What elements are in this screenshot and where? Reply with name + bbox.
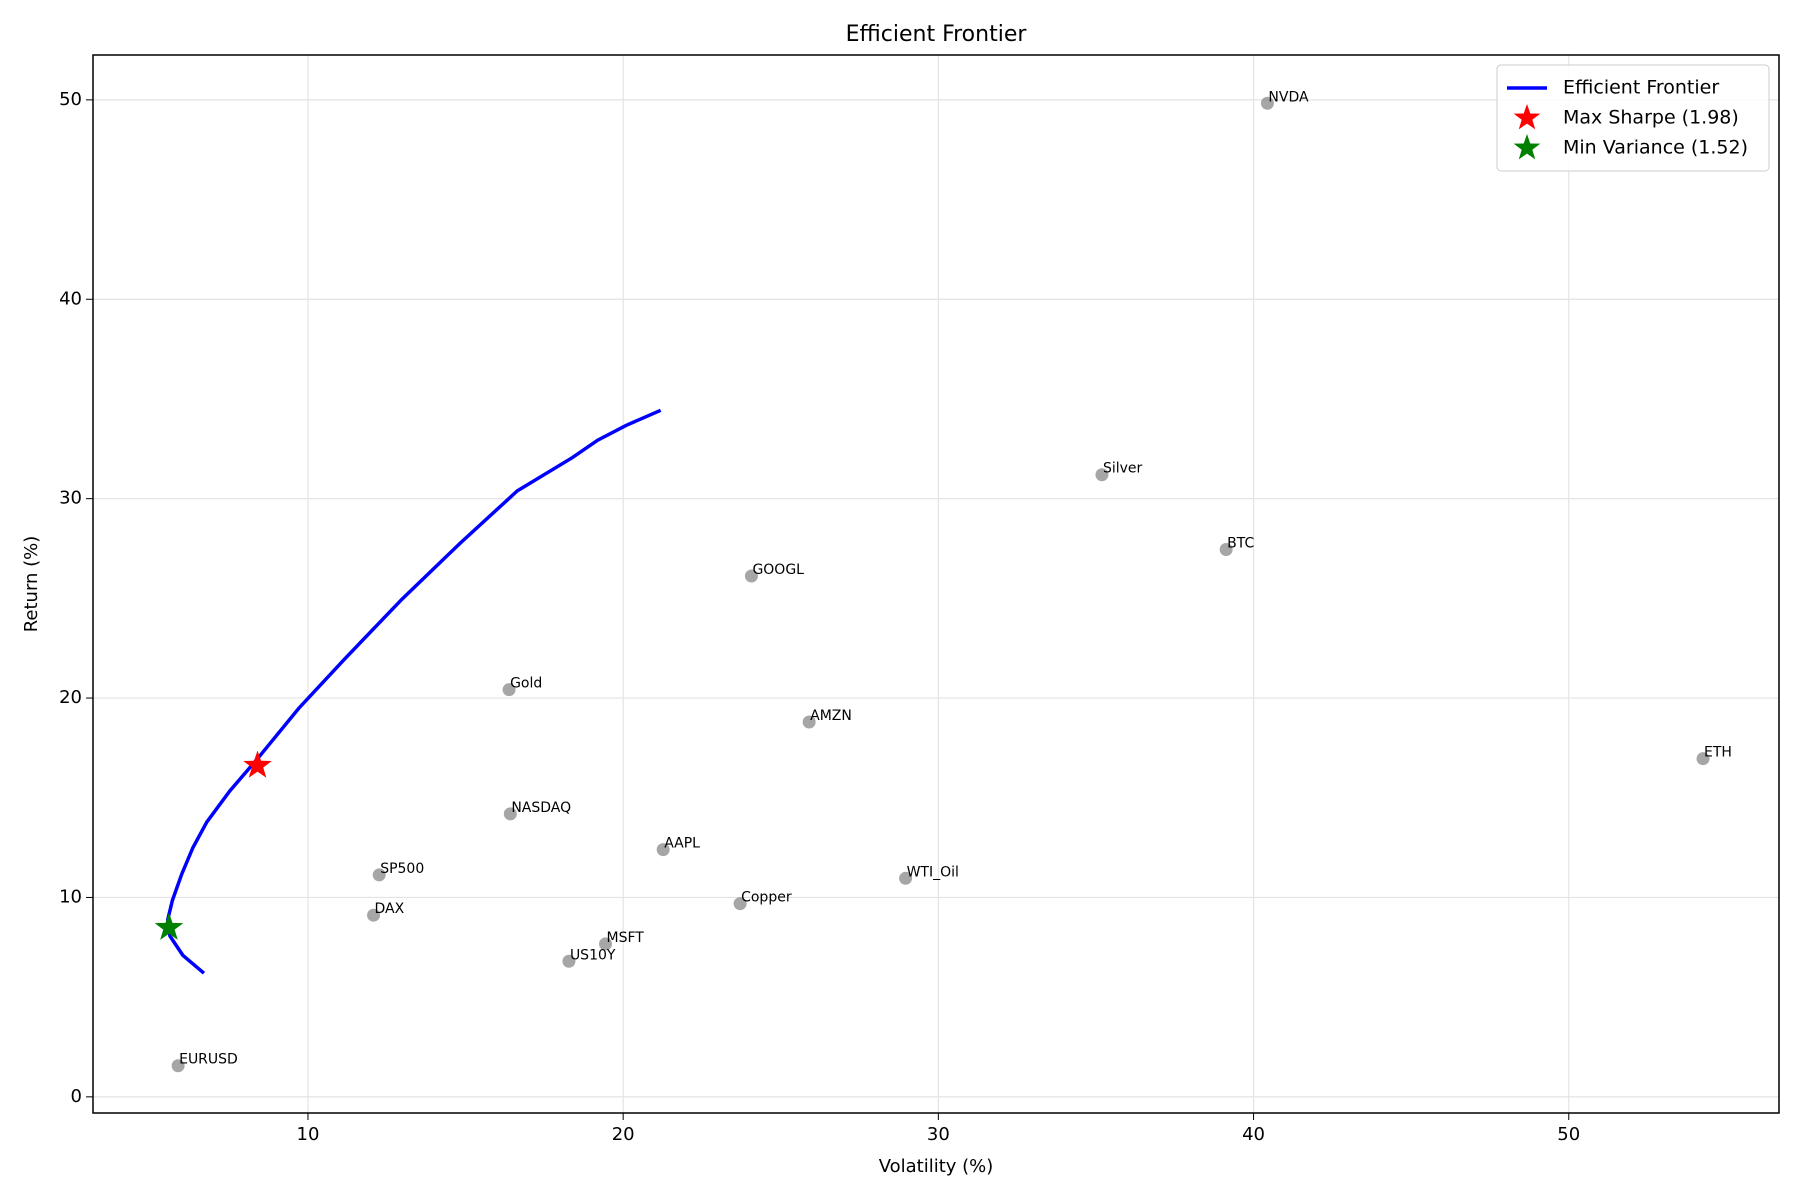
asset-label: US10Y [570, 947, 616, 963]
y-tick-label: 0 [71, 1086, 82, 1107]
asset-label: AAPL [664, 836, 700, 852]
asset-point [367, 908, 381, 922]
chart-title: Efficient Frontier [846, 22, 1028, 47]
asset-label: BTC [1227, 536, 1254, 552]
y-tick-label: 50 [59, 89, 82, 110]
asset-point [899, 871, 913, 885]
x-tick-label: 30 [927, 1124, 950, 1145]
asset-point [503, 807, 517, 821]
asset-point [733, 897, 747, 911]
asset-label: Gold [510, 676, 542, 692]
x-axis-label: Volatility (%) [879, 1156, 994, 1177]
x-tick-label: 40 [1242, 1124, 1265, 1145]
asset-point [744, 569, 758, 583]
asset-point [1260, 96, 1274, 110]
y-tick-label: 20 [59, 687, 82, 708]
asset-point [372, 868, 386, 882]
star-marker [243, 750, 272, 778]
asset-label: MSFT [607, 930, 645, 946]
frontier-line [165, 408, 662, 975]
asset-point [1696, 752, 1710, 766]
asset-label: WTI_Oil [907, 864, 959, 880]
asset-point [1095, 468, 1109, 482]
asset-label: NASDAQ [511, 800, 571, 816]
y-tick-label: 40 [59, 288, 82, 309]
asset-point [1219, 543, 1233, 557]
x-tick-label: 20 [612, 1124, 635, 1145]
x-tick-label: 50 [1557, 1124, 1580, 1145]
legend-label: Max Sharpe (1.98) [1563, 107, 1739, 129]
legend-swatch [1513, 104, 1541, 130]
legend-label: Min Variance (1.52) [1563, 137, 1748, 159]
y-axis-label: Return (%) [21, 536, 42, 633]
asset-label: EURUSD [179, 1052, 238, 1068]
y-tick-label: 10 [59, 886, 82, 907]
legend-label: Efficient Frontier [1563, 77, 1719, 99]
asset-point [599, 937, 613, 951]
asset-label: AMZN [810, 708, 852, 724]
asset-label: Copper [741, 890, 792, 906]
asset-label: GOOGL [752, 562, 804, 578]
legend-swatch [1513, 134, 1541, 160]
y-tick-label: 30 [59, 488, 82, 509]
asset-point [562, 954, 576, 968]
asset-label: NVDA [1268, 89, 1309, 105]
x-tick-label: 10 [297, 1124, 320, 1145]
star-marker [154, 912, 184, 940]
asset-label: DAX [375, 901, 405, 917]
asset-label: ETH [1704, 745, 1732, 761]
plot-frame [92, 54, 1780, 1114]
legend-box [1496, 64, 1770, 172]
asset-point [802, 715, 816, 729]
asset-point [656, 843, 670, 857]
asset-label: SP500 [380, 861, 424, 877]
asset-label: Silver [1103, 461, 1143, 477]
asset-point [502, 683, 516, 697]
asset-point [171, 1059, 185, 1073]
